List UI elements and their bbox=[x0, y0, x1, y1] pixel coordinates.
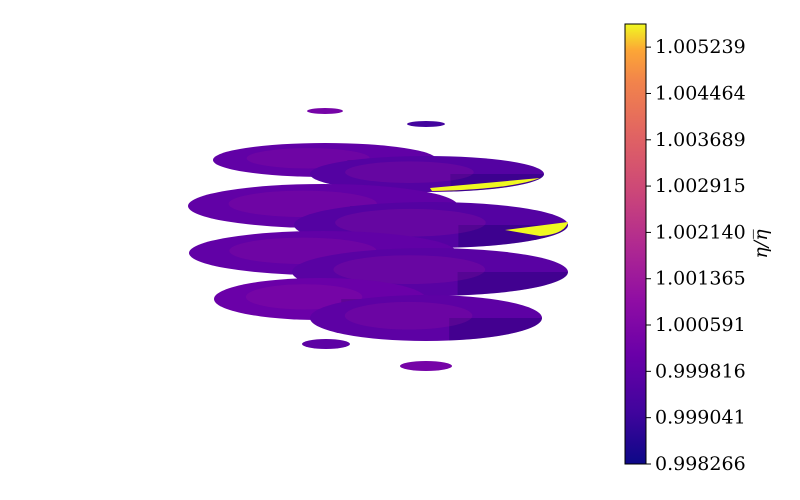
colorbar-tick-label: 1.003689 bbox=[655, 129, 746, 151]
slice-disk-1 bbox=[307, 108, 343, 114]
colorbar: 0.998266 0.999041 0.999816 1.000591 1.001365… bbox=[624, 23, 772, 475]
slice-highlight-disk-9 bbox=[245, 284, 363, 310]
colorbar-tick-label: 1.005239 bbox=[655, 36, 746, 58]
slice-disk-12 bbox=[400, 361, 452, 371]
colorbar-tick-label: 1.000591 bbox=[655, 314, 746, 336]
slice-shading-disk-10 bbox=[449, 318, 542, 341]
slice-highlight-disk-8 bbox=[333, 255, 486, 284]
colorbar-tick-label: 1.001365 bbox=[655, 268, 746, 290]
slice-highlight-disk-6 bbox=[335, 208, 486, 237]
colorbar-tick-label: 1.004464 bbox=[655, 82, 746, 104]
slice-shading-disk-8 bbox=[457, 272, 569, 296]
colorbar-tick-label: 1.002915 bbox=[655, 175, 746, 197]
colorbar-tick-label: 0.999816 bbox=[655, 360, 746, 382]
slice-highlight-disk-4 bbox=[345, 161, 474, 183]
plot-area bbox=[188, 108, 569, 371]
colorbar-label: η/η̅ bbox=[750, 229, 772, 259]
colorbar-tick-label: 0.998266 bbox=[655, 453, 746, 475]
slice-disk-10 bbox=[310, 295, 542, 341]
colorbar-tick-label: 0.999041 bbox=[655, 407, 746, 429]
colorbar-tick-label: 1.002140 bbox=[655, 221, 746, 243]
slice-highlight-disk-10 bbox=[344, 301, 473, 330]
slice-disk-11 bbox=[302, 339, 350, 349]
high-value-wedge-2 bbox=[505, 222, 568, 236]
high-value-wedge-1 bbox=[430, 178, 540, 191]
slice-disk-2 bbox=[407, 121, 445, 127]
colorbar-gradient bbox=[624, 23, 647, 465]
